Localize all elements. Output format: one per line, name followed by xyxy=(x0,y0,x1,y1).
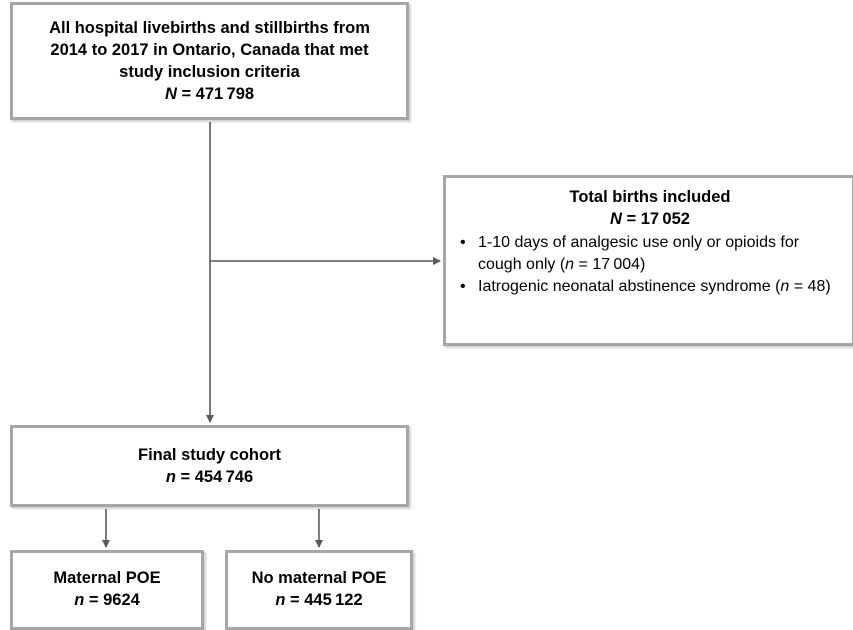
count-value: = 471 798 xyxy=(176,85,255,103)
exclusion-reason-iatrogenic-nas: Iatrogenic neonatal abstinence syndrome … xyxy=(456,276,844,298)
no-maternal-poe-title: No maternal POE xyxy=(251,569,387,587)
count-value: = 454 746 xyxy=(175,468,254,486)
all-births-line-3: study inclusion criteria xyxy=(119,63,300,81)
all-births-description: All hospital livebirths and stillbirths … xyxy=(49,17,370,83)
count-value: = 17 052 xyxy=(621,210,690,228)
no-maternal-poe-count: n = 445 122 xyxy=(275,589,362,611)
count-value: = 445 122 xyxy=(285,591,363,609)
count-symbol: n xyxy=(74,591,85,609)
excluded-births-count: N = 17 052 xyxy=(456,208,844,230)
count-symbol: N xyxy=(164,85,177,103)
count-symbol: N xyxy=(610,210,622,228)
count-symbol: n xyxy=(165,468,176,486)
final-cohort-box: Final study cohort n = 454 746 xyxy=(10,425,409,507)
maternal-poe-box: Maternal POE n = 9624 xyxy=(10,550,204,630)
maternal-poe-count: n = 9624 xyxy=(74,589,140,611)
maternal-poe-title: Maternal POE xyxy=(53,569,161,587)
final-cohort-count: n = 454 746 xyxy=(166,466,253,488)
count-symbol: n xyxy=(275,591,286,609)
all-births-count: N = 471 798 xyxy=(165,83,254,105)
all-births-line-1: All hospital livebirths and stillbirths … xyxy=(49,19,370,37)
all-births-box: All hospital livebirths and stillbirths … xyxy=(10,2,409,120)
all-births-line-2: 2014 to 2017 in Ontario, Canada that met xyxy=(50,41,369,59)
count-value: = 9624 xyxy=(84,591,140,609)
final-cohort-title: Final study cohort xyxy=(137,446,281,464)
exclusion-reason-analgesic: 1-10 days of analgesic use only or opioi… xyxy=(456,232,844,276)
exclusion-reasons-list: 1-10 days of analgesic use only or opioi… xyxy=(456,232,844,298)
excluded-births-title: Total births included xyxy=(569,188,731,206)
excluded-births-box: Total births included N = 17 052 1-10 da… xyxy=(443,175,853,346)
no-maternal-poe-box: No maternal POE n = 445 122 xyxy=(225,550,413,630)
